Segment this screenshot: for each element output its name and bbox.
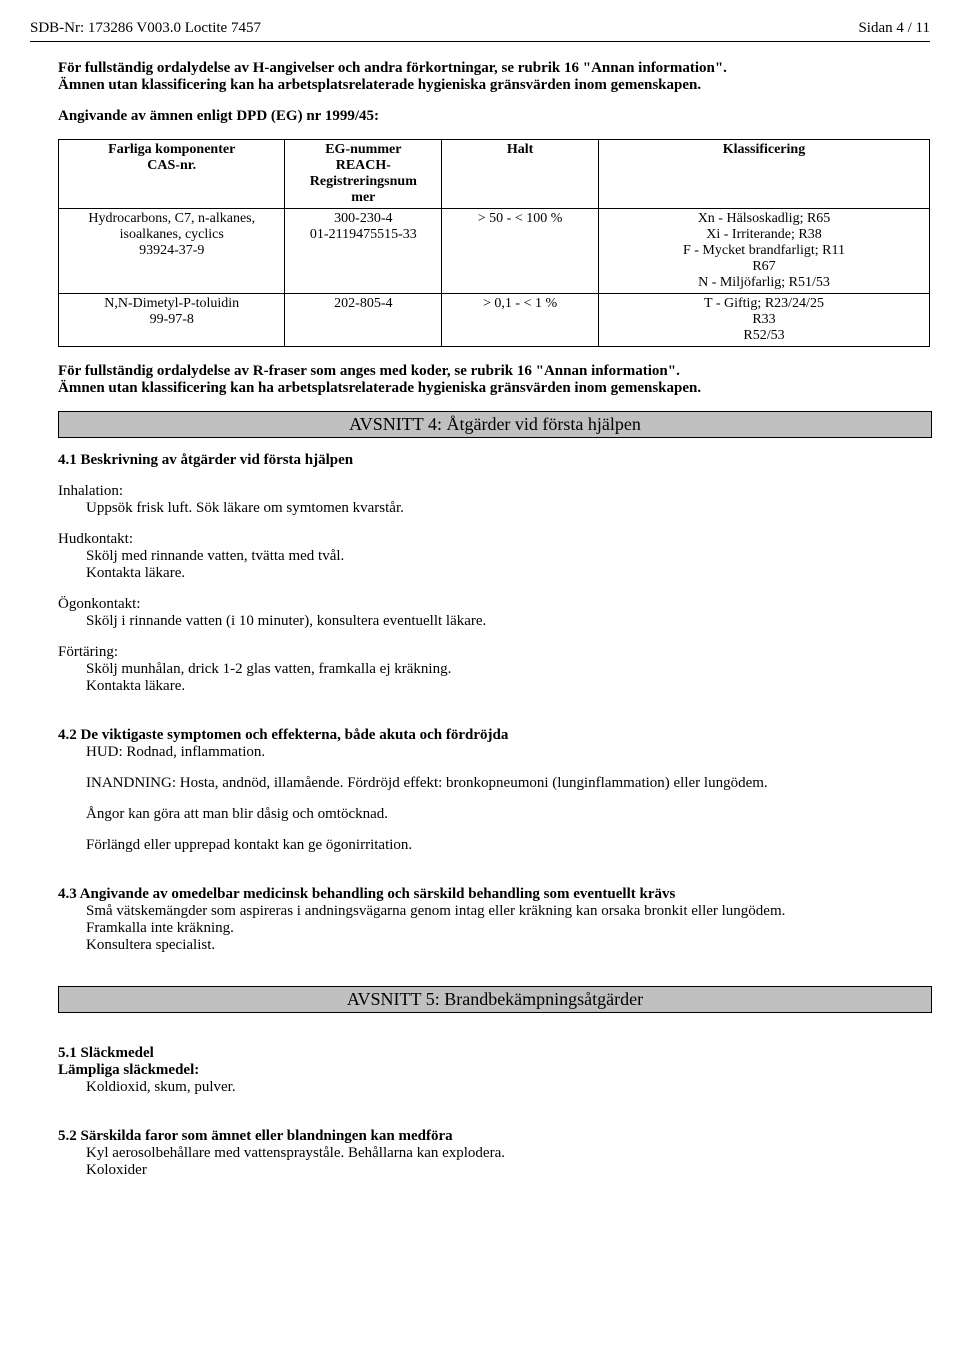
section-4-2-c: Ångor kan göra att man blir dåsig och om…	[86, 806, 930, 823]
section-4-2-heading: 4.2 De viktigaste symptomen och effekter…	[58, 727, 930, 744]
section-5-2: 5.2 Särskilda faror som ämnet eller blan…	[58, 1128, 930, 1179]
inhalation-block: Inhalation: Uppsök frisk luft. Sök läkar…	[58, 483, 930, 517]
cell-halt: > 0,1 - < 1 %	[442, 294, 599, 347]
cell-klass: Xn - Hälsoskadlig; R65 Xi - Irriterande;…	[598, 209, 929, 294]
table-row: Hydrocarbons, C7, n-alkanes, isoalkanes,…	[59, 209, 930, 294]
section-4-3: 4.3 Angivande av omedelbar medicinsk beh…	[58, 886, 930, 954]
components-table: Farliga komponenter CAS-nr. EG-nummer RE…	[58, 139, 930, 347]
section-4-1-heading: 4.1 Beskrivning av åtgärder vid första h…	[58, 452, 930, 469]
after-table-line-1: För fullständig ordalydelse av R-fraser …	[58, 363, 680, 379]
hudkontakt-heading: Hudkontakt:	[58, 531, 930, 548]
section-4-3-b: Framkalla inte kräkning.	[86, 920, 930, 937]
cell-component: N,N-Dimetyl-P-toluidin 99-97-8	[59, 294, 285, 347]
hudkontakt-block: Hudkontakt: Skölj med rinnande vatten, t…	[58, 531, 930, 582]
header-right: Sidan 4 / 11	[858, 20, 930, 37]
intro-line-1: För fullständig ordalydelse av H-angivel…	[58, 60, 727, 76]
header-rule	[30, 41, 930, 42]
section-5-2-a: Kyl aerosolbehållare med vattenspraystål…	[86, 1145, 930, 1162]
col-header-klass: Klassificering	[598, 140, 929, 209]
cell-component: Hydrocarbons, C7, n-alkanes, isoalkanes,…	[59, 209, 285, 294]
header-left: SDB-Nr: 173286 V003.0 Loctite 7457	[30, 20, 261, 37]
ogonkontakt-heading: Ögonkontakt:	[58, 596, 930, 613]
col-header-halt: Halt	[442, 140, 599, 209]
section-4-2-b: INANDNING: Hosta, andnöd, illamående. Fö…	[86, 775, 930, 792]
fortaring-heading: Förtäring:	[58, 644, 930, 661]
section-4-3-a: Små vätskemängder som aspireras i andnin…	[86, 903, 930, 920]
cell-eg: 202-805-4	[285, 294, 442, 347]
inhalation-body: Uppsök frisk luft. Sök läkare om symtome…	[86, 500, 930, 517]
dpd-heading: Angivande av ämnen enligt DPD (EG) nr 19…	[58, 108, 930, 125]
section-4-banner: AVSNITT 4: Åtgärder vid första hjälpen	[58, 411, 932, 438]
hudkontakt-body-2: Kontakta läkare.	[86, 565, 930, 582]
section-5-1: 5.1 Släckmedel Lämpliga släckmedel: Kold…	[58, 1045, 930, 1096]
section-5-banner: AVSNITT 5: Brandbekämpningsåtgärder	[58, 986, 932, 1013]
intro-paragraph: För fullständig ordalydelse av H-angivel…	[58, 60, 930, 94]
section-4-3-heading: 4.3 Angivande av omedelbar medicinsk beh…	[58, 886, 930, 903]
intro-line-2: Ämnen utan klassificering kan ha arbetsp…	[58, 77, 701, 93]
ogonkontakt-block: Ögonkontakt: Skölj i rinnande vatten (i …	[58, 596, 930, 630]
after-table-paragraph: För fullständig ordalydelse av R-fraser …	[58, 363, 930, 397]
fortaring-block: Förtäring: Skölj munhålan, drick 1-2 gla…	[58, 644, 930, 695]
section-4-3-c: Konsultera specialist.	[86, 937, 930, 954]
table-row: N,N-Dimetyl-P-toluidin 99-97-8 202-805-4…	[59, 294, 930, 347]
section-5-2-b: Koloxider	[86, 1162, 930, 1179]
cell-klass: T - Giftig; R23/24/25 R33 R52/53	[598, 294, 929, 347]
after-table-line-2: Ämnen utan klassificering kan ha arbetsp…	[58, 380, 701, 396]
table-header-row: Farliga komponenter CAS-nr. EG-nummer RE…	[59, 140, 930, 209]
section-4-2-d: Förlängd eller upprepad kontakt kan ge ö…	[86, 837, 930, 854]
section-5-1-body: Koldioxid, skum, pulver.	[86, 1079, 930, 1096]
fortaring-body-1: Skölj munhålan, drick 1-2 glas vatten, f…	[86, 661, 930, 678]
ogonkontakt-body: Skölj i rinnande vatten (i 10 minuter), …	[86, 613, 930, 630]
col-header-eg: EG-nummer REACH- Registreringsnum mer	[285, 140, 442, 209]
col-header-components: Farliga komponenter CAS-nr.	[59, 140, 285, 209]
section-5-1-sub: Lämpliga släckmedel:	[58, 1062, 930, 1079]
section-5-1-heading: 5.1 Släckmedel	[58, 1045, 930, 1062]
section-4-2: 4.2 De viktigaste symptomen och effekter…	[58, 727, 930, 854]
fortaring-body-2: Kontakta läkare.	[86, 678, 930, 695]
cell-eg: 300-230-4 01-2119475515-33	[285, 209, 442, 294]
cell-halt: > 50 - < 100 %	[442, 209, 599, 294]
hudkontakt-body-1: Skölj med rinnande vatten, tvätta med tv…	[86, 548, 930, 565]
inhalation-heading: Inhalation:	[58, 483, 930, 500]
section-5-2-heading: 5.2 Särskilda faror som ämnet eller blan…	[58, 1128, 930, 1145]
page-header: SDB-Nr: 173286 V003.0 Loctite 7457 Sidan…	[30, 20, 930, 37]
section-4-2-a: HUD: Rodnad, inflammation.	[86, 744, 930, 761]
